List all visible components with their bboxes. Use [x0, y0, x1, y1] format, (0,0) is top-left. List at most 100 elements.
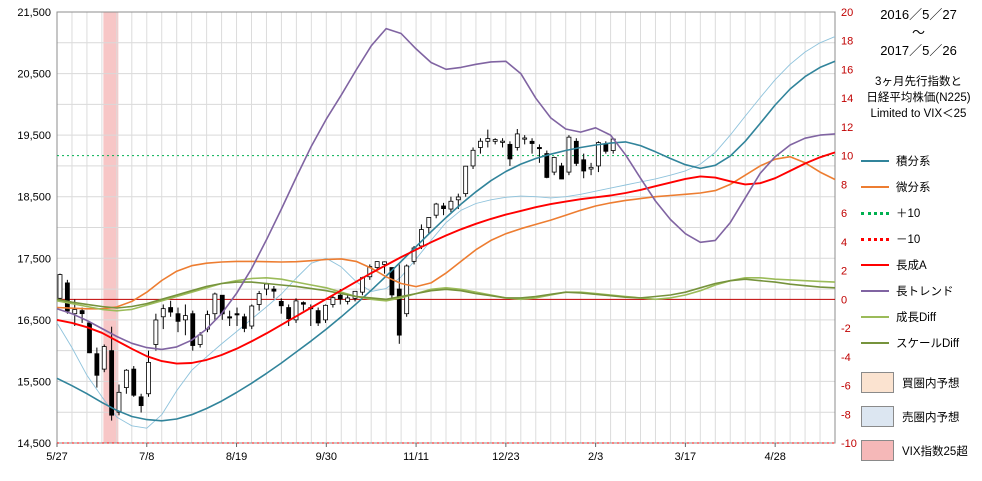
candle-body	[500, 140, 505, 143]
legend-item-sell-zone: 売圏内予想	[861, 406, 982, 427]
candle-body	[234, 313, 240, 316]
legend-label: ＋10	[896, 208, 921, 220]
legend-label: 長成A	[896, 260, 927, 272]
candle-body	[293, 300, 299, 321]
legend-label: 成長Diff	[896, 312, 937, 324]
legend-item-plus10: ＋10	[861, 200, 982, 226]
candle-body	[330, 297, 336, 305]
candle-body	[566, 136, 572, 173]
axis-label: 9/30	[316, 451, 337, 463]
vix-over25-swatch	[861, 440, 894, 461]
candle-body	[603, 143, 609, 152]
candle-body	[345, 297, 351, 302]
candle-body	[64, 282, 70, 312]
candle-body	[323, 304, 328, 321]
candle-body	[190, 313, 196, 346]
candle-body	[241, 316, 247, 329]
plot-border	[56, 11, 836, 444]
candle-body	[337, 294, 343, 300]
candle-body	[463, 165, 469, 195]
candle-body	[153, 319, 159, 345]
axis-label: -10	[841, 438, 857, 450]
candle-body	[249, 305, 255, 327]
candle-body	[146, 362, 151, 395]
chart-title-line2: 日経平均株価(N225)	[866, 92, 971, 104]
candle-body	[544, 153, 550, 178]
candle-body	[492, 139, 498, 142]
legend-label: 買圏内予想	[902, 377, 960, 390]
axis-label: -6	[841, 381, 851, 393]
candle-body	[212, 293, 218, 315]
candle-body	[559, 165, 564, 180]
chart-title: 3ヶ月先行指数と 日経平均株価(N225) Limited to VIX＜25	[855, 74, 982, 122]
buy-zone-swatch	[861, 372, 894, 393]
candle-body	[419, 229, 424, 247]
candle-body	[57, 274, 63, 299]
candle-body	[286, 307, 292, 320]
date-range: 2016／5／27 ～ 2017／5／26	[855, 6, 982, 60]
legend-item-minus10: －10	[861, 226, 982, 252]
chart-title-line1: 3ヶ月先行指数と	[875, 76, 962, 88]
candle-body	[507, 143, 513, 160]
axis-label: 5/27	[46, 451, 67, 463]
candle-body	[522, 137, 528, 140]
candle-body	[478, 140, 483, 148]
candle-body	[433, 203, 439, 216]
chart-title-line3: Limited to VIX＜25	[870, 108, 967, 120]
axis-label: -2	[841, 323, 851, 335]
scale-diff-line-swatch	[861, 342, 889, 344]
candle-body	[123, 369, 129, 388]
axis-label: 12	[841, 122, 853, 134]
legend-item-growth-diff: 成長Diff	[861, 304, 982, 330]
candle-body	[278, 300, 284, 307]
candle-body	[168, 307, 174, 313]
candle-body	[485, 138, 491, 142]
legend-line-entries: 積分系 微分系 ＋10 －10 長成A 長トレンド	[855, 148, 982, 356]
axis-label: 8/19	[226, 451, 247, 463]
axis-label: 11/11	[403, 451, 429, 463]
axis-label: 14	[841, 93, 853, 105]
axis-label: 6	[841, 208, 847, 220]
candle-body	[182, 315, 188, 321]
candle-body	[227, 316, 233, 319]
candle-body	[426, 217, 432, 228]
candle-body	[160, 308, 166, 318]
axis-label: 4	[841, 237, 847, 249]
axis-label: -8	[841, 409, 851, 421]
growth-diff-line-swatch	[861, 316, 889, 318]
candle-body	[588, 166, 594, 170]
candle-body	[256, 293, 262, 305]
candle-body	[537, 147, 542, 150]
candlestick-series	[57, 128, 616, 421]
axis-label: 10	[841, 151, 853, 163]
sell-zone-swatch	[861, 406, 894, 427]
axis-label: 20,500	[17, 69, 51, 81]
candle-body	[101, 346, 107, 370]
plus10-line-swatch	[861, 211, 889, 215]
candle-body	[109, 350, 115, 416]
axis-label: 17,500	[17, 253, 51, 265]
candle-body	[389, 267, 395, 296]
axis-label: 18,500	[17, 192, 51, 204]
axis-label: 0	[841, 294, 847, 306]
axis-label: 19,500	[17, 130, 51, 142]
axis-label: 21,500	[17, 7, 51, 19]
series-chosei-a-line	[56, 151, 836, 365]
axis-label: -4	[841, 352, 851, 364]
axis-label: 8	[841, 179, 847, 191]
candle-body	[455, 196, 461, 201]
candle-body	[138, 396, 144, 407]
candle-body	[72, 309, 78, 315]
legend-label: －10	[896, 234, 921, 246]
candle-body	[470, 149, 476, 167]
axis-label: 4/28	[764, 451, 785, 463]
axis-label: 20	[841, 7, 853, 19]
candle-body	[315, 310, 321, 324]
legend-label: 微分系	[896, 182, 931, 194]
chosei-a-line-swatch	[861, 264, 889, 266]
candle-body	[175, 313, 181, 322]
candle-body	[87, 322, 92, 354]
candle-body	[448, 200, 454, 210]
